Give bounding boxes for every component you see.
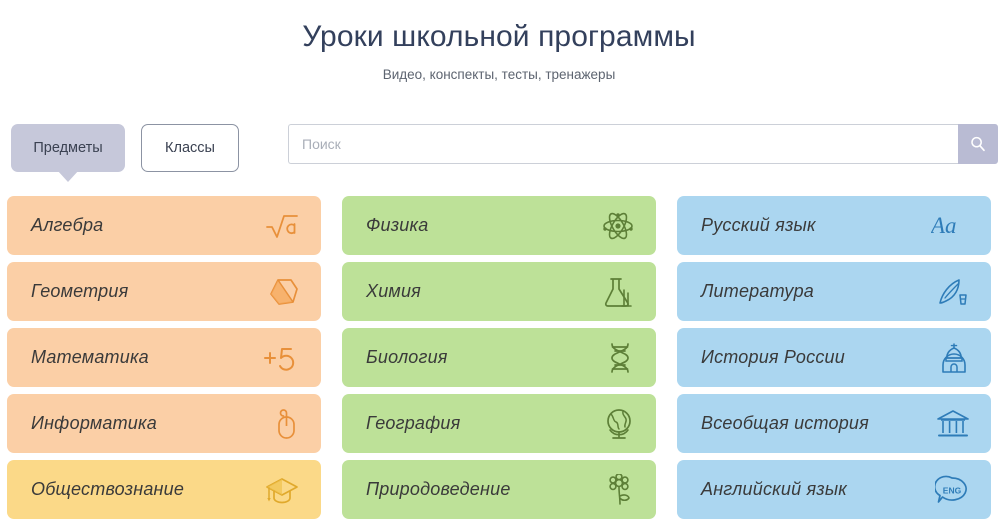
subject-card-geometry[interactable]: Геометрия bbox=[7, 262, 321, 321]
subject-column-humanities: Русский язык Aa Литература bbox=[677, 196, 991, 519]
eng-speech-bubble-icon: ENG bbox=[935, 475, 969, 505]
subject-card-social-studies[interactable]: Обществознание bbox=[7, 460, 321, 519]
graduation-cap-icon bbox=[265, 475, 299, 505]
subject-label: Биология bbox=[366, 347, 448, 367]
polygon-icon bbox=[269, 277, 299, 307]
quill-pen-icon bbox=[937, 276, 969, 308]
subject-card-world-history[interactable]: Всеобщая история bbox=[677, 394, 991, 453]
subject-card-russian-language[interactable]: Русский язык Aa bbox=[677, 196, 991, 255]
subject-card-physics[interactable]: Физика bbox=[342, 196, 656, 255]
church-dome-icon bbox=[939, 342, 969, 374]
tab-subjects-label: Предметы bbox=[33, 140, 103, 156]
svg-text:Aa: Aa bbox=[931, 213, 957, 238]
subject-card-natural-history[interactable]: Природоведение bbox=[342, 460, 656, 519]
subject-label: Русский язык bbox=[701, 215, 816, 235]
atom-icon bbox=[602, 211, 634, 241]
subject-label: Математика bbox=[31, 347, 149, 367]
svg-text:ENG: ENG bbox=[943, 485, 962, 495]
subject-card-algebra[interactable]: Алгебра bbox=[7, 196, 321, 255]
classic-temple-icon bbox=[937, 409, 969, 439]
subject-label: Физика bbox=[366, 215, 429, 235]
subject-label: Информатика bbox=[31, 413, 157, 433]
subject-label: Всеобщая история bbox=[701, 413, 869, 433]
letters-aa-icon: Aa bbox=[931, 212, 969, 240]
subject-card-english-language[interactable]: Английский язык ENG bbox=[677, 460, 991, 519]
flower-icon bbox=[606, 473, 634, 506]
subject-card-informatics[interactable]: Информатика bbox=[7, 394, 321, 453]
subject-label: Химия bbox=[366, 281, 421, 301]
subject-card-literature[interactable]: Литература bbox=[677, 262, 991, 321]
search-bar bbox=[288, 124, 998, 164]
tab-subjects[interactable]: Предметы bbox=[11, 124, 125, 182]
plus-five-icon bbox=[261, 343, 299, 373]
computer-mouse-icon bbox=[273, 408, 299, 440]
square-root-a-icon bbox=[265, 211, 299, 241]
page-subtitle: Видео, конспекты, тесты, тренажеры bbox=[382, 67, 616, 82]
page-header: Уроки школьной программы Видео, конспект… bbox=[0, 0, 998, 84]
search-button[interactable] bbox=[958, 124, 998, 164]
subject-label: Обществознание bbox=[31, 479, 185, 499]
subject-card-history-of-russia[interactable]: История России bbox=[677, 328, 991, 387]
search-input[interactable] bbox=[288, 124, 958, 164]
tab-classes[interactable]: Классы bbox=[141, 124, 239, 172]
globe-icon bbox=[604, 408, 634, 440]
subject-card-biology[interactable]: Биология bbox=[342, 328, 656, 387]
page-title: Уроки школьной программы bbox=[302, 20, 696, 53]
tab-classes-label: Классы bbox=[165, 140, 215, 156]
subject-label: Алгебра bbox=[31, 215, 104, 235]
controls-bar: Предметы Классы bbox=[0, 118, 998, 182]
subject-column-exact-sciences: Алгебра Геометрия bbox=[7, 196, 321, 519]
dna-icon bbox=[606, 342, 634, 374]
subject-card-chemistry[interactable]: Химия bbox=[342, 262, 656, 321]
subject-label: Геометрия bbox=[31, 281, 129, 301]
subject-label: Литература bbox=[701, 281, 814, 301]
subject-card-mathematics[interactable]: Математика bbox=[7, 328, 321, 387]
search-icon bbox=[971, 136, 985, 152]
subject-label: География bbox=[366, 413, 461, 433]
subject-label: Английский язык bbox=[701, 479, 848, 499]
subject-label: Природоведение bbox=[366, 479, 511, 499]
subject-column-natural-sciences: Физика Химия bbox=[342, 196, 656, 519]
subject-label: История России bbox=[701, 347, 845, 367]
subject-card-geography[interactable]: География bbox=[342, 394, 656, 453]
subjects-grid: Алгебра Геометрия bbox=[0, 196, 998, 519]
flask-icon bbox=[602, 276, 634, 308]
